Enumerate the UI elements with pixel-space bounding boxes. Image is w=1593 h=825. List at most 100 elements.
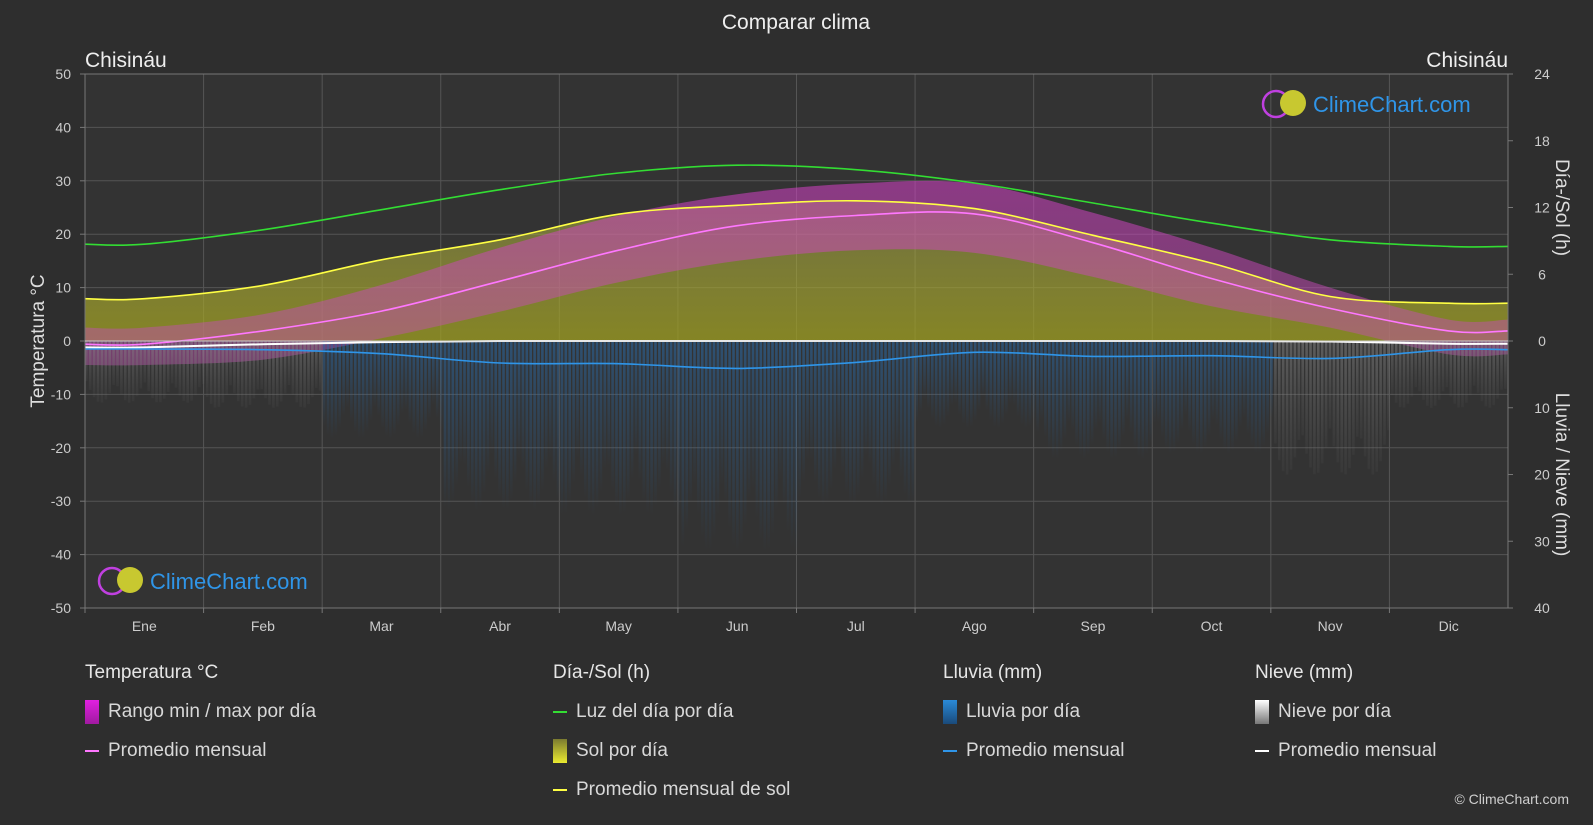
rain-day-bar	[732, 341, 735, 546]
snow-day-bar	[1356, 341, 1359, 437]
rain-day-bar	[646, 341, 649, 514]
rain-day-bar	[962, 341, 965, 424]
rain-day-bar	[432, 341, 435, 405]
rain-day-bar	[825, 341, 829, 503]
rain-day-bar	[673, 341, 677, 510]
daylight-line	[84, 164, 1509, 248]
rain-day-bar	[587, 341, 591, 512]
rain-day-bar	[759, 341, 763, 540]
rain-day-bar	[681, 341, 685, 547]
rain-day-bar	[1153, 341, 1156, 424]
rain-day-bar	[494, 341, 497, 479]
rain-day-bar	[973, 341, 977, 421]
snow-day-bar	[233, 341, 236, 394]
rain-day-bar	[626, 341, 630, 500]
x-tick-label: Ago	[962, 618, 987, 634]
legend-item: Promedio mensual	[1255, 739, 1436, 762]
rain-day-bar	[1266, 341, 1269, 434]
legend-swatch	[85, 749, 99, 752]
rain-day-bar	[552, 341, 556, 483]
rain-day-bar	[802, 341, 805, 482]
rain-day-bar	[447, 341, 451, 511]
legend-item: Luz del día por día	[553, 700, 790, 723]
axes: 50 40 30 20 10 0 -10 -20 -30 -40 -50 24 18 12 6 0 10 20 30…	[28, 66, 1572, 634]
rain-day-bar	[868, 341, 872, 465]
rain-day-bar	[580, 341, 583, 477]
legend-temperature: Temperatura °C Rango min / max por día P…	[85, 662, 316, 778]
snow-day-bar	[96, 341, 100, 402]
rain-day-bar	[1161, 341, 1164, 438]
y-left-tick-label: -30	[51, 493, 71, 509]
rain-day-bar	[876, 341, 879, 501]
rain-day-bar	[498, 341, 501, 498]
rain-day-bar	[903, 341, 907, 495]
rain-day-bar	[1207, 341, 1211, 436]
snow-day-bar	[135, 341, 139, 397]
snow-day-bar	[202, 341, 205, 384]
rain-day-bar	[510, 341, 513, 501]
y-left-tick-label: 0	[63, 333, 71, 349]
rain-day-bar	[521, 341, 525, 469]
rain-day-bar	[459, 341, 462, 463]
snow-day-bar	[1449, 341, 1453, 397]
legend-label: Lluvia por día	[966, 700, 1081, 722]
rain-day-bar	[451, 341, 455, 503]
snow-day-bar	[155, 341, 158, 403]
rain-day-bar	[658, 341, 661, 489]
rain-day-bar	[326, 341, 330, 436]
snow-day-bar	[1297, 341, 1301, 440]
rain-day-bar	[728, 341, 731, 529]
rain-day-bar	[911, 341, 915, 504]
y-right-mm-tick-label: 30	[1534, 533, 1550, 549]
snow-day-bar	[1465, 341, 1468, 403]
snow-day-bar	[190, 341, 193, 401]
rain-day-bar	[634, 341, 638, 456]
snow-day-bar	[307, 341, 310, 405]
rain-day-bar	[712, 341, 716, 538]
rain-day-bar	[993, 341, 996, 427]
rain-day-bar	[611, 341, 614, 490]
snow-day-bar	[100, 341, 104, 403]
y-left-tick-label: -20	[51, 440, 71, 456]
rain-day-bar	[845, 341, 848, 493]
snow-day-bar	[116, 341, 119, 387]
snow-day-bar	[1398, 341, 1402, 408]
y-right-hours-tick-label: 24	[1534, 66, 1550, 82]
rain-day-bar	[790, 341, 794, 548]
rain-day-bar	[1071, 341, 1074, 431]
rain-day-bar	[455, 341, 458, 486]
rain-day-bar	[989, 341, 993, 421]
legend-snow: Nieve (mm) Nieve por día Promedio mensua…	[1255, 662, 1436, 778]
rain-day-bar	[1203, 341, 1207, 448]
x-tick-label: Nov	[1318, 618, 1343, 634]
rain-day-bar	[919, 341, 922, 413]
snow-day-bar	[209, 341, 213, 404]
rain-day-bar	[1270, 341, 1273, 418]
brand-text-bottom: ClimeChart.com	[150, 569, 308, 594]
snow-day-bar	[1278, 341, 1281, 461]
snow-day-bar	[1340, 341, 1343, 473]
rain-day-bar	[642, 341, 646, 501]
snow-day-bar	[151, 341, 154, 399]
snow-day-bar	[147, 341, 150, 392]
rain-day-bar	[342, 341, 345, 416]
snow-day-bar	[104, 341, 108, 400]
snow-day-bar	[1332, 341, 1336, 447]
snow-day-bar	[1375, 341, 1378, 472]
rain-day-bar	[1118, 341, 1121, 450]
rain-day-bar	[416, 341, 419, 439]
rain-day-bar	[350, 341, 353, 422]
rain-day-bar	[892, 341, 895, 466]
x-tick-label: Jul	[847, 618, 865, 634]
x-tick-label: Abr	[489, 618, 511, 634]
rain-day-bar	[482, 341, 486, 494]
rain-day-bar	[1067, 341, 1071, 423]
snow-day-bar	[1461, 341, 1464, 408]
x-tick-label: Dic	[1439, 618, 1459, 634]
snow-day-bar	[88, 341, 92, 390]
rain-day-bar	[638, 341, 642, 481]
snow-day-bar	[1359, 341, 1363, 439]
snow-day-bar	[291, 341, 295, 395]
snow-day-bar	[1379, 341, 1382, 462]
rain-day-bar	[381, 341, 384, 429]
